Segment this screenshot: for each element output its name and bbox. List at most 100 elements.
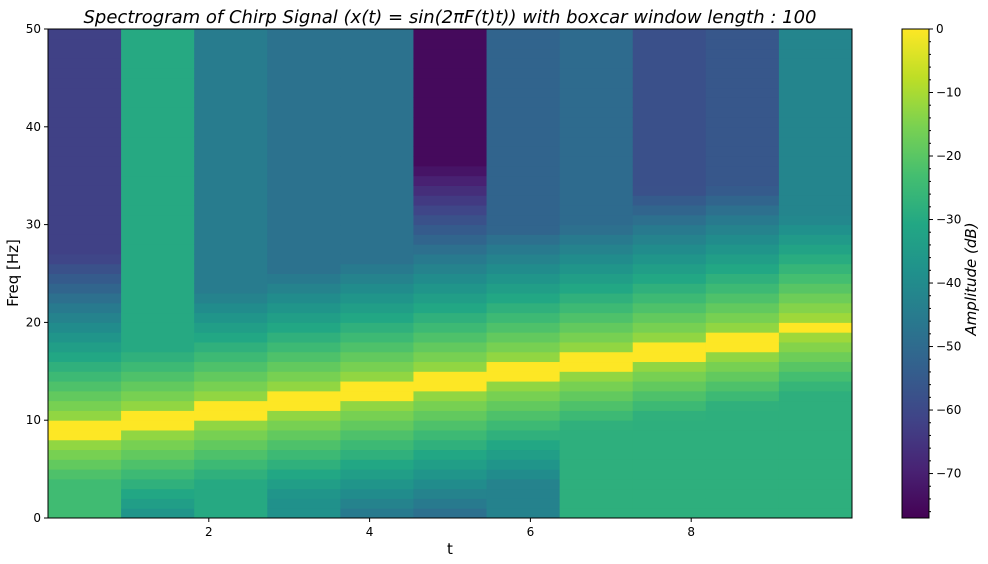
heatmap-cell [486,234,561,245]
heatmap-cell [48,97,122,108]
heatmap-cell [559,205,634,216]
heatmap-cell [267,439,341,451]
heatmap-cell [413,439,488,451]
heatmap-cell [121,175,195,186]
heatmap-cell [778,29,853,40]
heatmap-cell [486,48,561,59]
heatmap-cell [194,508,268,519]
heatmap-cell [267,351,341,363]
heatmap-cell [413,253,488,265]
heatmap-cell [559,38,634,50]
heatmap-cell [194,224,268,235]
heatmap-cell [705,478,780,490]
heatmap-cell [559,165,634,177]
heatmap-cell [413,48,488,59]
heatmap-cell [413,205,488,216]
heatmap-cell [413,420,488,431]
heatmap-cell [413,234,488,245]
heatmap-cell [121,273,195,284]
heatmap-cell [413,469,488,480]
colorbar-tick-label: 0 [936,22,944,36]
heatmap-cell [486,175,561,186]
heatmap-cell [267,136,341,147]
heatmap-cell [121,38,195,50]
heatmap-cell [632,224,707,235]
heatmap-cell [559,410,634,421]
heatmap-cell [340,263,414,274]
heatmap-cell [194,195,268,206]
heatmap-cell [340,302,414,314]
heatmap-cell [48,185,122,196]
heatmap-cell [632,449,707,460]
heatmap-cell [778,195,853,206]
heatmap-cell [778,351,853,363]
heatmap-cell [705,420,780,431]
heatmap-cell [48,390,122,402]
heatmap-cell [778,508,853,519]
heatmap-cell [413,136,488,147]
heatmap-cell [121,488,195,499]
heatmap-cell [267,214,341,226]
heatmap-cell [340,136,414,147]
heatmap-cell [121,332,195,343]
heatmap-cell [267,253,341,265]
heatmap-cell [340,185,414,196]
heatmap-cell [559,214,634,226]
heatmap-cell [121,136,195,147]
heatmap-cell [267,117,341,128]
heatmap-cell [340,234,414,245]
heatmap-cell [48,322,122,333]
heatmap-cell [340,195,414,206]
heatmap-cell [340,469,414,480]
heatmap-cell [48,205,122,216]
heatmap-cell [48,126,122,138]
heatmap-cell [121,224,195,235]
heatmap-cell [559,332,634,343]
heatmap-cell [486,341,561,353]
heatmap-cell [121,205,195,216]
heatmap-cell [121,146,195,157]
heatmap-cell [632,58,707,69]
heatmap-cell [267,58,341,69]
heatmap-cell [559,48,634,59]
heatmap-cell [121,478,195,490]
heatmap-cell [705,390,780,402]
heatmap-cell [486,273,561,284]
heatmap-cell [486,400,561,411]
heatmap-cell [340,117,414,128]
heatmap-cell [194,214,268,226]
heatmap-cell [413,195,488,206]
heatmap-cell [194,459,268,470]
heatmap-cell [48,478,122,490]
heatmap-cell [340,293,414,304]
heatmap-cell [632,146,707,157]
heatmap-cell [559,459,634,470]
heatmap-cell [121,400,195,411]
heatmap-cell [194,420,268,431]
heatmap-cell [267,508,341,519]
heatmap-cell [48,234,122,245]
heatmap-cell [632,77,707,89]
heatmap-cell [486,253,561,265]
heatmap-cell [413,332,488,343]
heatmap-cell [486,156,561,167]
heatmap-cell [48,214,122,226]
heatmap-cell [194,283,268,294]
heatmap-cell [632,283,707,294]
heatmap-cell [194,165,268,177]
heatmap-cell [121,351,195,363]
heatmap-cell [340,488,414,499]
heatmap-cell [267,302,341,314]
x-tick-label: 2 [205,525,213,539]
heatmap-cell [340,156,414,167]
heatmap-cell [340,29,414,40]
heatmap-cell [632,214,707,226]
heatmap-cell [194,97,268,108]
heatmap-cell [413,107,488,118]
heatmap-cell [194,341,268,353]
heatmap-cell [559,195,634,206]
heatmap-cell [267,29,341,40]
heatmap-cell [267,107,341,118]
heatmap-cell [267,224,341,235]
